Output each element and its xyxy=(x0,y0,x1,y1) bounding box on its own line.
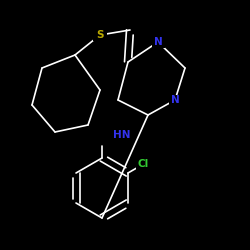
Bar xyxy=(136,158,152,170)
Text: S: S xyxy=(96,30,104,40)
Bar xyxy=(93,29,107,41)
Bar xyxy=(168,94,181,106)
Bar xyxy=(152,36,164,48)
Text: Cl: Cl xyxy=(138,159,149,169)
Text: HN: HN xyxy=(113,130,131,140)
Bar xyxy=(112,129,132,141)
Text: N: N xyxy=(170,95,179,105)
Text: N: N xyxy=(154,37,162,47)
